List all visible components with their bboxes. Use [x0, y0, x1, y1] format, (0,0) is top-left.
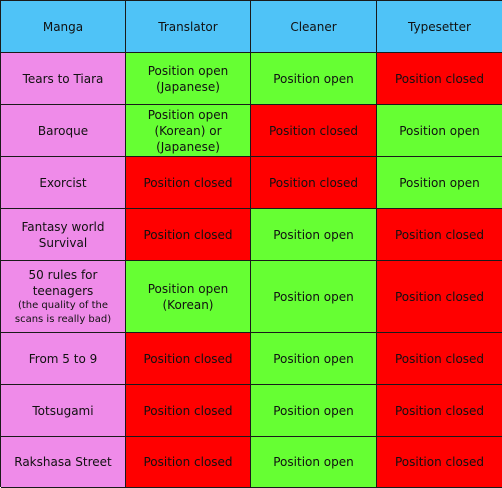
header-cleaner: Cleaner	[251, 1, 377, 53]
typesetter-status: Position closed	[377, 333, 502, 385]
typesetter-status: Position open	[377, 157, 502, 209]
cleaner-status: Position open	[251, 437, 377, 488]
translator-status: Position closed	[126, 157, 251, 209]
translator-status: Position closed	[126, 437, 251, 488]
typesetter-status: Position closed	[377, 53, 502, 105]
manga-title: From 5 to 9	[1, 333, 126, 385]
header-manga: Manga	[1, 1, 126, 53]
manga-title: Exorcist	[1, 157, 126, 209]
cleaner-status: Position open	[251, 385, 377, 437]
manga-title: Baroque	[1, 105, 126, 157]
manga-title: Totsugami	[1, 385, 126, 437]
typesetter-status: Position closed	[377, 385, 502, 437]
header-typesetter: Typesetter	[377, 1, 502, 53]
typesetter-status: Position closed	[377, 437, 502, 488]
translator-status: Position open (Japanese)	[126, 53, 251, 105]
manga-title: 50 rules for teenagers	[28, 267, 98, 298]
cleaner-status: Position open	[251, 53, 377, 105]
translator-status: Position open (Korean)	[126, 261, 251, 333]
cleaner-status: Position closed	[251, 105, 377, 157]
header-translator: Translator	[126, 1, 251, 53]
translator-status: Position closed	[126, 209, 251, 261]
typesetter-status: Position closed	[377, 209, 502, 261]
cleaner-status: Position open	[251, 209, 377, 261]
translator-status: Position closed	[126, 333, 251, 385]
translator-status: Position closed	[126, 385, 251, 437]
typesetter-status: Position open	[377, 105, 502, 157]
translator-status: Position open (Korean) or (Japanese)	[126, 105, 251, 157]
cleaner-status: Position closed	[251, 157, 377, 209]
manga-title-cell: 50 rules for teenagers (the quality of t…	[1, 261, 126, 333]
manga-title: Fantasy world Survival	[1, 209, 126, 261]
cleaner-status: Position open	[251, 261, 377, 333]
typesetter-status: Position closed	[377, 261, 502, 333]
cleaner-status: Position open	[251, 333, 377, 385]
manga-title: Rakshasa Street	[1, 437, 126, 488]
manga-title: Tears to Tiara	[1, 53, 126, 105]
manga-note: (the quality of the scans is really bad)	[14, 299, 112, 325]
